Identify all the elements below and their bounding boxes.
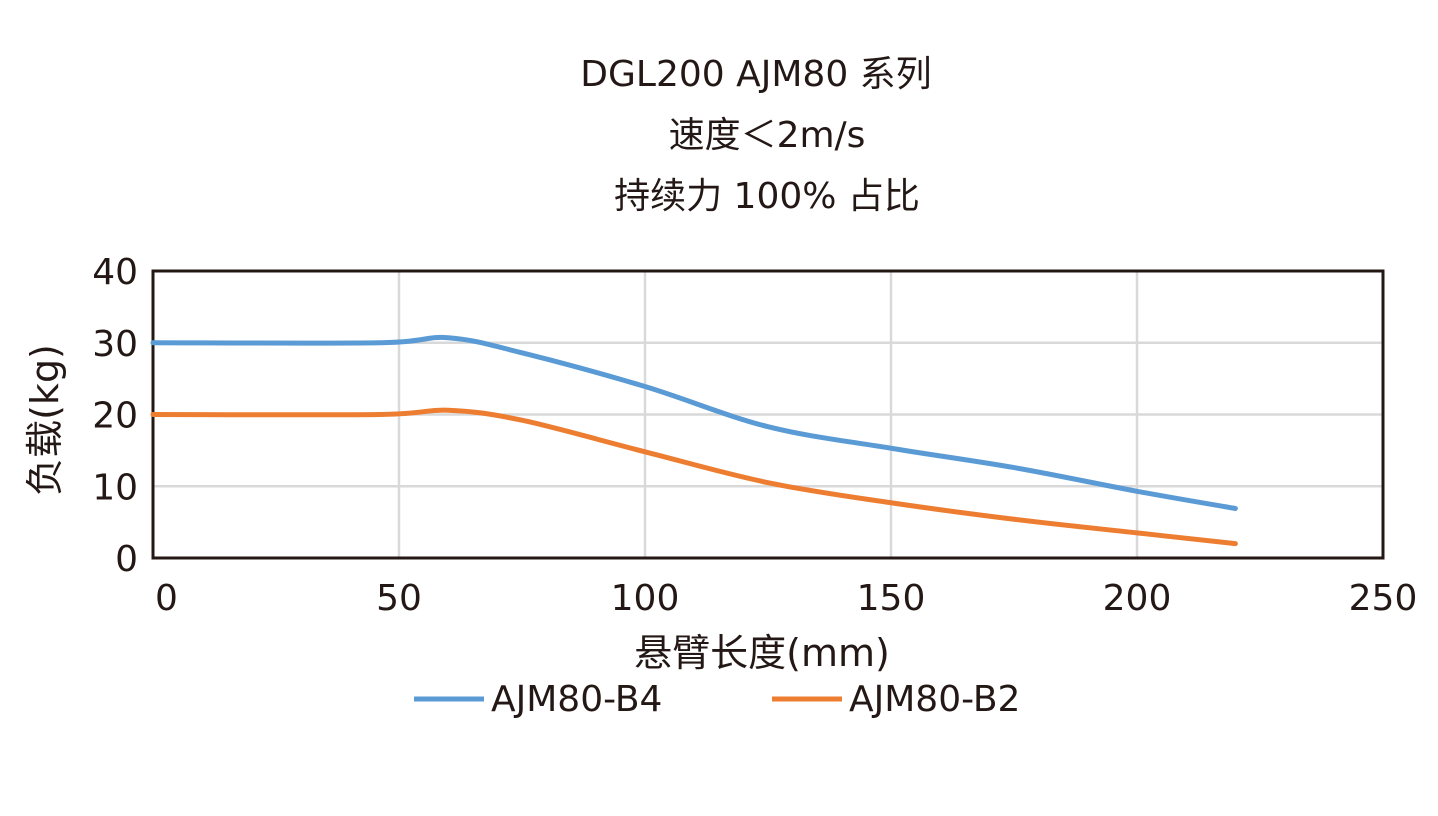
y-tick-label: 40	[92, 252, 138, 293]
x-tick-label: 50	[376, 578, 422, 619]
x-tick-label: 200	[1103, 578, 1172, 619]
x-axis-label: 悬臂长度(mm)	[634, 631, 890, 675]
x-tick-label: 150	[857, 578, 926, 619]
chart-title-line-2: 速度＜2m/s	[669, 115, 866, 156]
y-tick-label: 10	[92, 467, 138, 508]
chart-title-line-3: 持续力 100% 占比	[614, 176, 920, 217]
legend-label-b2: AJM80-B2	[849, 679, 1020, 720]
x-tick-label: 250	[1349, 578, 1418, 619]
legend-label-b4: AJM80-B4	[491, 679, 662, 720]
y-tick-label: 30	[92, 324, 138, 365]
legend: AJM80-B4 AJM80-B2	[414, 679, 1020, 720]
x-tick-label: 100	[611, 578, 680, 619]
series-line-ajm80-b4	[150, 334, 1238, 511]
x-tick-label: 0	[155, 578, 178, 619]
y-tick-label: 0	[115, 539, 138, 580]
series-line-ajm80-b2	[150, 407, 1238, 547]
y-axis-label: 负载(kg)	[23, 344, 67, 496]
y-tick-label: 20	[92, 396, 138, 437]
chart-title-line-1: DGL200 AJM80 系列	[580, 54, 931, 95]
